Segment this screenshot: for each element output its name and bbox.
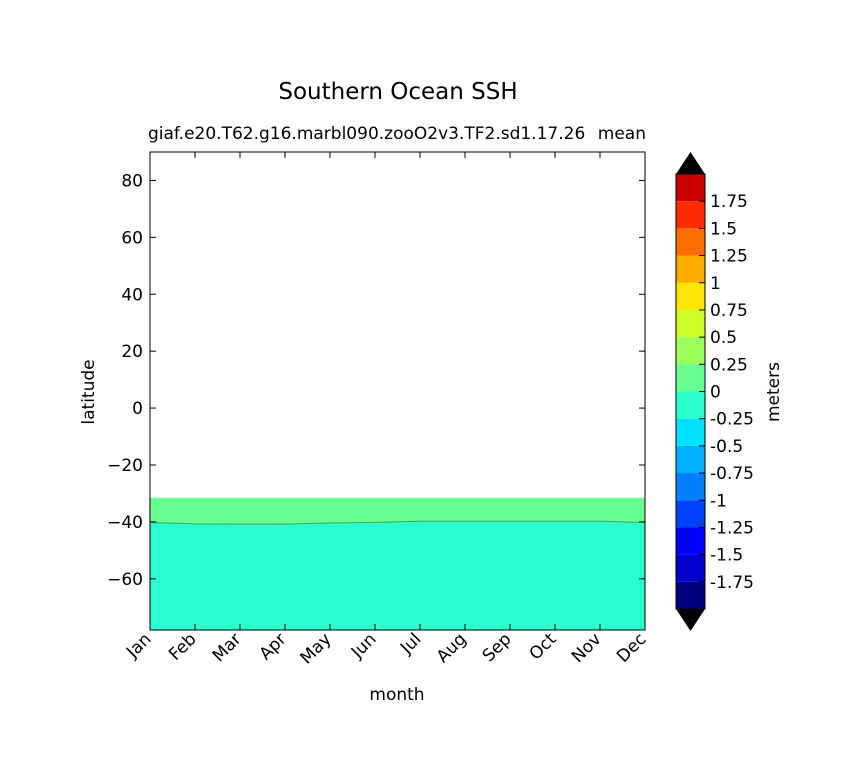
colorbar-tick-label: 1.5 bbox=[710, 219, 737, 239]
colorbar-segment bbox=[676, 282, 705, 310]
x-tick-label: Jan bbox=[122, 629, 155, 662]
y-axis-tick-labels: 80 60 40 20 0 −20 −40 −60 bbox=[107, 171, 143, 589]
x-tick-label: Aug bbox=[433, 629, 471, 667]
y-axis-label: latitude bbox=[79, 359, 99, 424]
colorbar-tick-label: -1 bbox=[710, 491, 727, 511]
x-tick-label: May bbox=[297, 629, 336, 668]
colorbar bbox=[675, 152, 706, 631]
x-tick-label: Dec bbox=[613, 629, 650, 666]
colorbar-tick-label: -1.5 bbox=[710, 546, 743, 566]
x-tick-label: Feb bbox=[165, 629, 200, 664]
colorbar-segment bbox=[676, 418, 705, 446]
region-minus0.25-to-0 bbox=[150, 521, 645, 630]
colorbar-extend-high bbox=[676, 152, 705, 174]
y-tick-label: 40 bbox=[121, 285, 143, 305]
chart-subtitle-left: giaf.e20.T62.g16.marbl090.zooO2v3.TF2.sd… bbox=[148, 124, 585, 144]
colorbar-segment bbox=[676, 201, 705, 229]
y-tick-label: 80 bbox=[121, 171, 143, 191]
x-tick-label: Jul bbox=[396, 629, 425, 658]
colorbar-tick-label: 1.75 bbox=[710, 192, 748, 212]
colorbar-tick-labels: -1.75 -1.5 -1.25 -1 -0.75 -0.5 -0.25 0 0.25 0.5 0.… bbox=[699, 192, 754, 593]
x-tick-label: Oct bbox=[526, 629, 561, 664]
colorbar-segment bbox=[676, 337, 705, 365]
colorbar-tick-label: 1.25 bbox=[710, 247, 748, 267]
y-tick-label: 20 bbox=[121, 342, 143, 362]
colorbar-tick-label: -0.75 bbox=[710, 464, 754, 484]
x-axis-tick-labels: Jan Feb Mar Apr May Jun Jul Aug Sep Oct Nov Dec bbox=[122, 629, 650, 668]
colorbar-segment bbox=[676, 554, 705, 582]
colorbar-segment bbox=[676, 309, 705, 338]
y-tick-label: 60 bbox=[121, 228, 143, 248]
x-tick-label: Apr bbox=[256, 629, 291, 664]
y-tick-label: −60 bbox=[107, 570, 143, 590]
axis-ticks bbox=[150, 152, 645, 630]
colorbar-tick-label: -0.25 bbox=[710, 410, 754, 430]
colorbar-tick-label: 0.75 bbox=[710, 301, 748, 321]
contour-line-0 bbox=[149, 520, 646, 525]
y-tick-label: 0 bbox=[132, 399, 143, 419]
x-axis-label: month bbox=[369, 685, 424, 705]
colorbar-segment bbox=[676, 174, 705, 202]
colorbar-segment bbox=[676, 581, 705, 609]
colorbar-tick-label: 0 bbox=[710, 383, 721, 403]
plot-area bbox=[149, 497, 646, 630]
y-tick-label: −40 bbox=[107, 513, 143, 533]
region-0-to-0.25 bbox=[150, 497, 645, 525]
colorbar-tick-label: -1.75 bbox=[710, 573, 754, 593]
chart-title: Southern Ocean SSH bbox=[278, 79, 517, 105]
colorbar-segment bbox=[676, 364, 705, 392]
chart-subtitle-right: mean bbox=[598, 124, 646, 144]
colorbar-segment bbox=[676, 391, 705, 419]
colorbar-extend-low bbox=[676, 609, 705, 631]
colorbar-segment bbox=[676, 445, 705, 474]
colorbar-tick-label: 0.25 bbox=[710, 355, 748, 375]
colorbar-segment bbox=[676, 500, 705, 528]
colorbar-segment bbox=[676, 228, 705, 256]
y-tick-label: −20 bbox=[107, 456, 143, 476]
x-tick-label: Mar bbox=[209, 629, 246, 666]
colorbar-tick-label: -0.5 bbox=[710, 437, 743, 457]
colorbar-tick-label: 0.5 bbox=[710, 328, 737, 348]
plot-frame bbox=[149, 151, 646, 631]
colorbar-tick-label: 1 bbox=[710, 274, 721, 294]
x-tick-label: Nov bbox=[568, 629, 606, 667]
colorbar-segment bbox=[676, 527, 705, 555]
x-tick-label: Sep bbox=[479, 629, 516, 666]
colorbar-label: meters bbox=[764, 362, 784, 422]
colorbar-segment bbox=[676, 473, 705, 501]
colorbar-segment bbox=[676, 255, 705, 283]
x-tick-label: Jun bbox=[347, 629, 381, 663]
colorbar-tick-label: -1.25 bbox=[710, 518, 754, 538]
